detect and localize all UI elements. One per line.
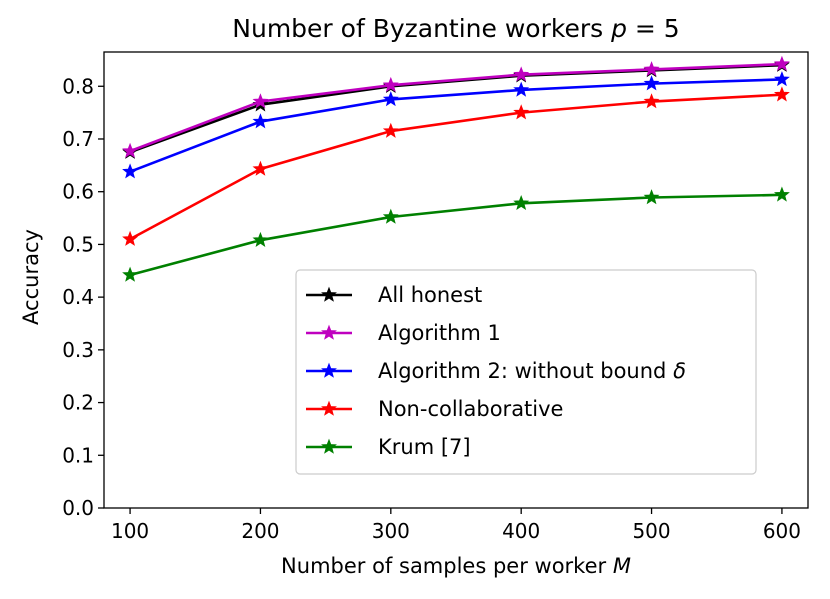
series-1-point-5 [773, 55, 790, 71]
y-tick-label-0: 0.0 [62, 496, 94, 520]
legend-entry-1: Algorithm 1 [306, 321, 501, 345]
series-2-point-2 [382, 91, 399, 107]
series-4-point-2 [382, 208, 399, 224]
series-0 [122, 56, 790, 159]
series-1-point-2 [382, 76, 399, 92]
axes-layer: 100 200 300 400 500 600 0.0 0.1 0.2 0.3 0.4 0.5 0.6 0… [62, 51, 809, 543]
x-tick-label-1: 200 [241, 519, 279, 543]
y-tick-label-8: 0.8 [62, 74, 94, 98]
series-line-3 [129, 93, 782, 241]
series-4-point-0 [122, 266, 139, 282]
x-axis-label: Number of samples per worker M [281, 554, 631, 578]
series-3-point-3 [513, 104, 530, 120]
chart-title: Number of Byzantine workers p = 5 [232, 14, 679, 43]
series-1-point-0 [122, 142, 139, 158]
series-3-point-0 [122, 230, 139, 246]
legend-marker-2 [321, 362, 337, 378]
series-layer [122, 55, 790, 282]
series-line-0 [129, 63, 782, 154]
legend-entry-4: Krum [7] [306, 435, 471, 459]
series-1-point-1 [252, 93, 269, 109]
legend-box [295, 269, 757, 475]
series-2-point-0 [122, 163, 139, 179]
x-tick-label-5: 600 [763, 519, 801, 543]
series-line-1 [129, 62, 782, 153]
legend-label-0: All honest [378, 283, 482, 307]
series-4 [122, 186, 790, 282]
series-3-point-5 [773, 86, 790, 102]
series-4-point-4 [643, 189, 660, 205]
series-1-point-3 [513, 66, 530, 82]
legend-marker-4 [321, 438, 337, 454]
series-1-point-4 [643, 61, 660, 77]
plot-frame [103, 51, 809, 509]
y-tick-label-7: 0.7 [62, 127, 94, 151]
legend-entry-2: Algorithm 2: without bound δ [306, 359, 686, 383]
series-2-point-3 [513, 81, 530, 97]
legend-label-4: Krum [7] [378, 435, 471, 459]
legend-marker-0 [321, 286, 337, 302]
x-tick-label-2: 300 [372, 519, 410, 543]
series-line-4 [129, 193, 782, 277]
series-2-point-1 [252, 113, 269, 129]
legend-label-3: Non-collaborative [378, 397, 563, 421]
series-1 [122, 55, 790, 158]
legend-label-1: Algorithm 1 [378, 321, 501, 345]
series-2-point-5 [773, 71, 790, 87]
legend-label-2: Algorithm 2: without bound δ [378, 359, 686, 383]
series-4-point-1 [252, 231, 269, 247]
series-3-point-4 [643, 93, 660, 109]
x-tick-label-4: 500 [632, 519, 670, 543]
legend-marker-1 [321, 324, 337, 340]
series-3-point-2 [382, 122, 399, 138]
y-tick-label-6: 0.6 [62, 180, 94, 204]
y-axis-label: Accuracy [19, 229, 43, 325]
x-tick-label-0: 100 [111, 519, 149, 543]
y-tick-label-2: 0.2 [62, 391, 94, 415]
series-3 [122, 86, 790, 246]
series-2-point-4 [643, 75, 660, 91]
series-line-2 [129, 78, 782, 173]
series-2 [122, 71, 790, 179]
y-tick-label-5: 0.5 [62, 232, 94, 256]
series-4-point-3 [513, 194, 530, 211]
y-tick-label-4: 0.4 [62, 285, 94, 309]
legend-entry-3: Non-collaborative [306, 397, 563, 421]
series-3-point-1 [252, 160, 269, 176]
y-tick-label-1: 0.1 [62, 443, 94, 467]
legend-entry-0: All honest [306, 283, 482, 307]
series-4-point-5 [773, 186, 790, 202]
legend: All honest Algorithm 1 Algorithm 2: withou… [295, 269, 757, 475]
x-tick-label-3: 400 [502, 519, 540, 543]
legend-marker-3 [321, 400, 337, 416]
y-tick-label-3: 0.3 [62, 338, 94, 362]
